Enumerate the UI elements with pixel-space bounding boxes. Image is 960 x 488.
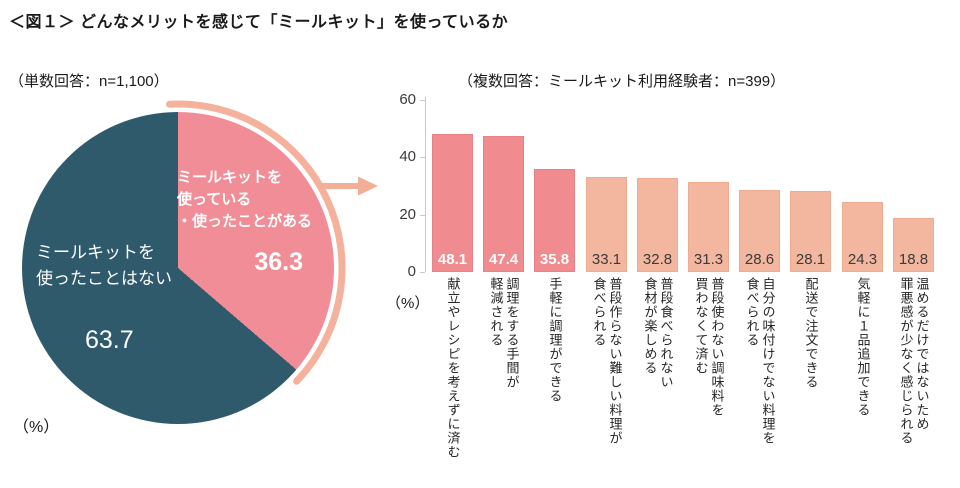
bar-value-label: 31.3	[693, 251, 724, 268]
y-axis-tick	[420, 272, 425, 273]
bar-category-label: 普段作らない難しい料理が 食べられる	[581, 277, 633, 445]
bar: 33.1	[586, 177, 627, 272]
pie-chart	[22, 112, 334, 424]
y-axis-line	[425, 97, 426, 272]
y-axis-tick	[420, 157, 425, 159]
page-title: ＜図１＞ どんなメリットを感じて「ミールキット」を使っているか	[9, 14, 509, 31]
bar-category-label-text: 気軽に１品追加できる	[855, 277, 871, 417]
bar-value-label: 24.3	[847, 251, 878, 268]
pie-highlight-arc-icon	[165, 100, 346, 385]
bar-category-label-text: 温めるだけではないため 罪悪感が少なく感じられる	[898, 277, 930, 445]
arrow-icon	[320, 176, 378, 196]
bar-category-label-text: 普段食べられない 食材が楽しめる	[642, 277, 674, 389]
bar-category-label: 自分の味付けでない料理を 食べられる	[734, 277, 786, 445]
bar: 28.6	[739, 190, 780, 272]
bar-value-label: 48.1	[437, 251, 468, 268]
bar-category-label-text: 調理をする手間が 軽減される	[488, 277, 520, 389]
bar-value-label: 32.8	[642, 251, 673, 268]
bar-category-label: 普段使わない調味料を 買わなくて済む	[683, 277, 735, 417]
bar-category-label-text: 献立やレシピを考えずに済む	[445, 277, 461, 459]
bar: 48.1	[432, 134, 473, 272]
pie-note: （単数回答：n=1,100）	[9, 73, 169, 90]
pie-slice-value-used: 36.3	[254, 248, 303, 276]
pie-slice-label-used: ミールキットを 使っている ・使ったことがある	[177, 169, 313, 230]
y-axis-tick-label: 40	[399, 148, 416, 166]
bar: 18.8	[893, 218, 934, 272]
y-axis-tick-label: 0	[407, 263, 416, 280]
bar: 28.1	[790, 191, 831, 272]
bar-category-label: 配送で注文できる	[785, 277, 837, 389]
bar-category-label-text: 普段使わない調味料を 買わなくて済む	[693, 277, 725, 417]
bar: 24.3	[842, 202, 883, 272]
bar-category-label: 普段食べられない 食材が楽しめる	[632, 277, 684, 389]
bar-category-label-text: 自分の味付けでない料理を 食べられる	[744, 277, 776, 445]
bar-value-label: 18.8	[898, 251, 929, 268]
bar-value-label: 28.6	[744, 251, 775, 268]
bar-unit-label: （%）	[386, 295, 430, 312]
y-axis-tick	[420, 214, 425, 216]
bar-category-label: 手軽に調理ができる	[529, 277, 581, 403]
bar-category-label: 献立やレシピを考えずに済む	[427, 277, 479, 459]
bar: 47.4	[483, 136, 524, 272]
bar-category-label: 温めるだけではないため 罪悪感が少なく感じられる	[888, 277, 940, 445]
bar-value-label: 33.1	[591, 251, 622, 268]
y-axis-tick-label: 20	[399, 205, 416, 223]
y-axis-tick	[420, 100, 425, 101]
bar: 32.8	[637, 178, 678, 272]
bar: 31.3	[688, 182, 729, 272]
bar-category-label: 気軽に１品追加できる	[837, 277, 889, 417]
bar-category-label: 調理をする手間が 軽減される	[478, 277, 530, 389]
bar-value-label: 28.1	[795, 251, 826, 268]
y-axis-tick-label: 60	[399, 91, 416, 108]
bar-value-label: 47.4	[488, 251, 519, 268]
bar-category-label-text: 配送で注文できる	[803, 277, 819, 389]
pie-slice-label-notused: ミールキットを 使ったことはない	[36, 243, 172, 288]
pie-unit-label: （%）	[13, 419, 60, 436]
pie-slice-value-notused: 63.7	[85, 326, 134, 354]
bar-note: （複数回答：ミールキット利用経験者：n=399）	[458, 73, 786, 90]
bar-category-label-text: 普段作らない難しい料理が 食べられる	[591, 277, 623, 445]
bar-category-label-text: 手軽に調理ができる	[547, 277, 563, 403]
bar-value-label: 35.8	[539, 251, 570, 268]
bar: 35.8	[534, 169, 575, 272]
